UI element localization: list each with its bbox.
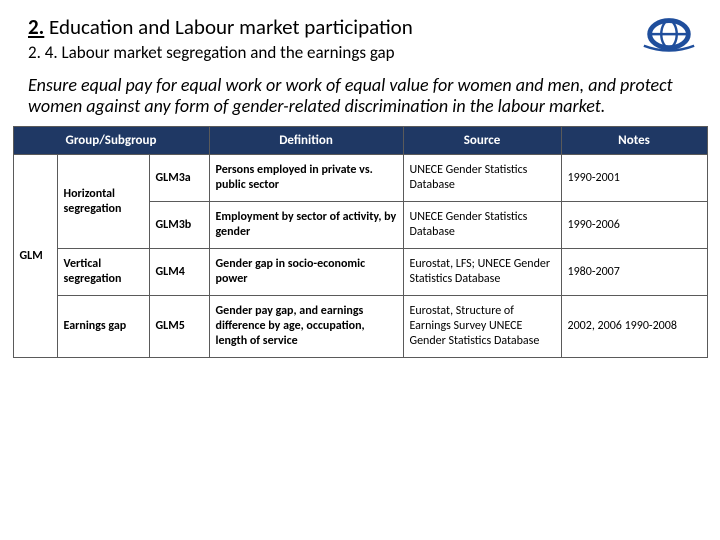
indicators-table: Group/Subgroup Definition Source Notes G…: [13, 126, 708, 358]
notes-cell: 1990-2006: [561, 202, 707, 249]
definition-cell: Gender pay gap, and earnings difference …: [209, 296, 403, 358]
slide-subtitle: 2. 4. Labour market segregation and the …: [28, 42, 692, 63]
slide-title: 2. Education and Labour market participa…: [28, 14, 692, 40]
subgroup-cell: Vertical segregation: [57, 249, 149, 296]
code-cell: GLM3b: [149, 202, 209, 249]
col-source: Source: [403, 127, 561, 155]
source-cell: UNECE Gender Statistics Database: [403, 155, 561, 202]
definition-cell: Persons employed in private vs. public s…: [209, 155, 403, 202]
title-number: 2.: [28, 14, 44, 40]
table-header: Group/Subgroup Definition Source Notes: [13, 127, 707, 155]
col-notes: Notes: [561, 127, 707, 155]
subgroup-cell: Horizontal segregation: [57, 155, 149, 249]
notes-cell: 1980-2007: [561, 249, 707, 296]
definition-cell: Employment by sector of activity, by gen…: [209, 202, 403, 249]
slide-header: 2. Education and Labour market participa…: [0, 0, 720, 67]
code-cell: GLM5: [149, 296, 209, 358]
col-group: Group/Subgroup: [13, 127, 209, 155]
group-cell: GLM: [13, 155, 57, 358]
notes-cell: 1990-2001: [561, 155, 707, 202]
title-text: Education and Labour market participatio…: [49, 14, 413, 40]
source-cell: Eurostat, Structure of Earnings Survey U…: [403, 296, 561, 358]
source-cell: UNECE Gender Statistics Database: [403, 202, 561, 249]
source-cell: Eurostat, LFS; UNECE Gender Statistics D…: [403, 249, 561, 296]
table-row: Vertical segregation GLM4 Gender gap in …: [13, 249, 707, 296]
definition-cell: Gender gap in socio-economic power: [209, 249, 403, 296]
code-cell: GLM4: [149, 249, 209, 296]
subgroup-cell: Earnings gap: [57, 296, 149, 358]
code-cell: GLM3a: [149, 155, 209, 202]
table-row: Earnings gap GLM5 Gender pay gap, and ea…: [13, 296, 707, 358]
notes-cell: 2002, 2006 1990-2008: [561, 296, 707, 358]
table-row: GLM Horizontal segregation GLM3a Persons…: [13, 155, 707, 202]
intro-paragraph: Ensure equal pay for equal work or work …: [0, 67, 720, 126]
unece-logo-icon: [640, 16, 698, 60]
col-definition: Definition: [209, 127, 403, 155]
